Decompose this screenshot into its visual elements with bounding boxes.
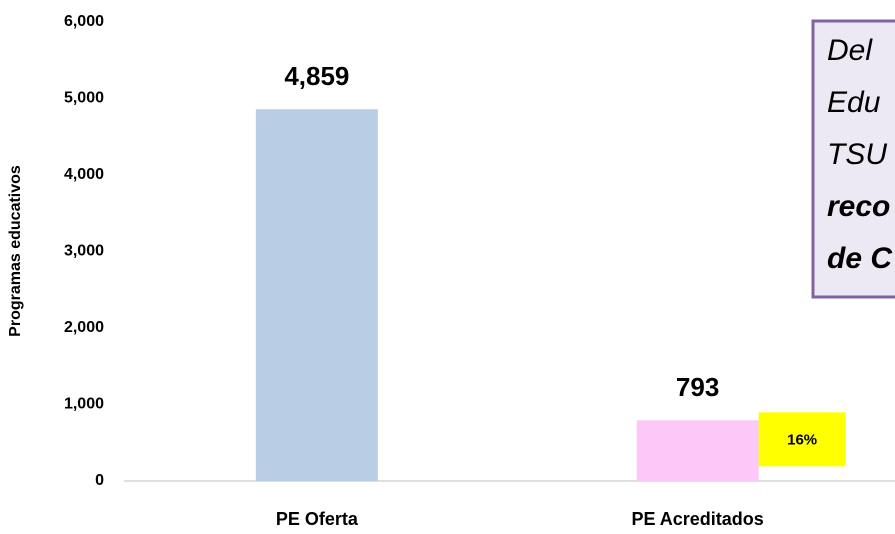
x-tick-label: PE Acreditados <box>631 509 763 529</box>
note-line: de C <box>827 242 893 275</box>
x-tick-label: PE Oferta <box>276 509 359 529</box>
y-tick-label: 3,000 <box>64 243 104 260</box>
annotation-box <box>758 412 846 467</box>
bar <box>255 109 378 481</box>
note-line: reco <box>827 190 890 223</box>
annotation: 16% <box>787 431 817 448</box>
y-tick-label: 1,000 <box>64 396 104 413</box>
note-line: Edu <box>827 86 881 119</box>
y-tick-label: 6,000 <box>64 13 104 30</box>
note-line: TSU <box>827 138 887 171</box>
note-box <box>811 19 895 299</box>
y-tick-label: 4,000 <box>64 166 104 183</box>
y-tick-label: 2,000 <box>64 319 104 336</box>
value-label: 793 <box>676 372 719 402</box>
y-tick-label: 0 <box>95 472 104 489</box>
note-line: Del <box>827 34 873 67</box>
y-tick-label: 5,000 <box>64 90 104 107</box>
y-axis-label: Programas educativos <box>7 165 24 337</box>
value-label: 4,859 <box>284 61 349 91</box>
bar <box>636 420 759 481</box>
